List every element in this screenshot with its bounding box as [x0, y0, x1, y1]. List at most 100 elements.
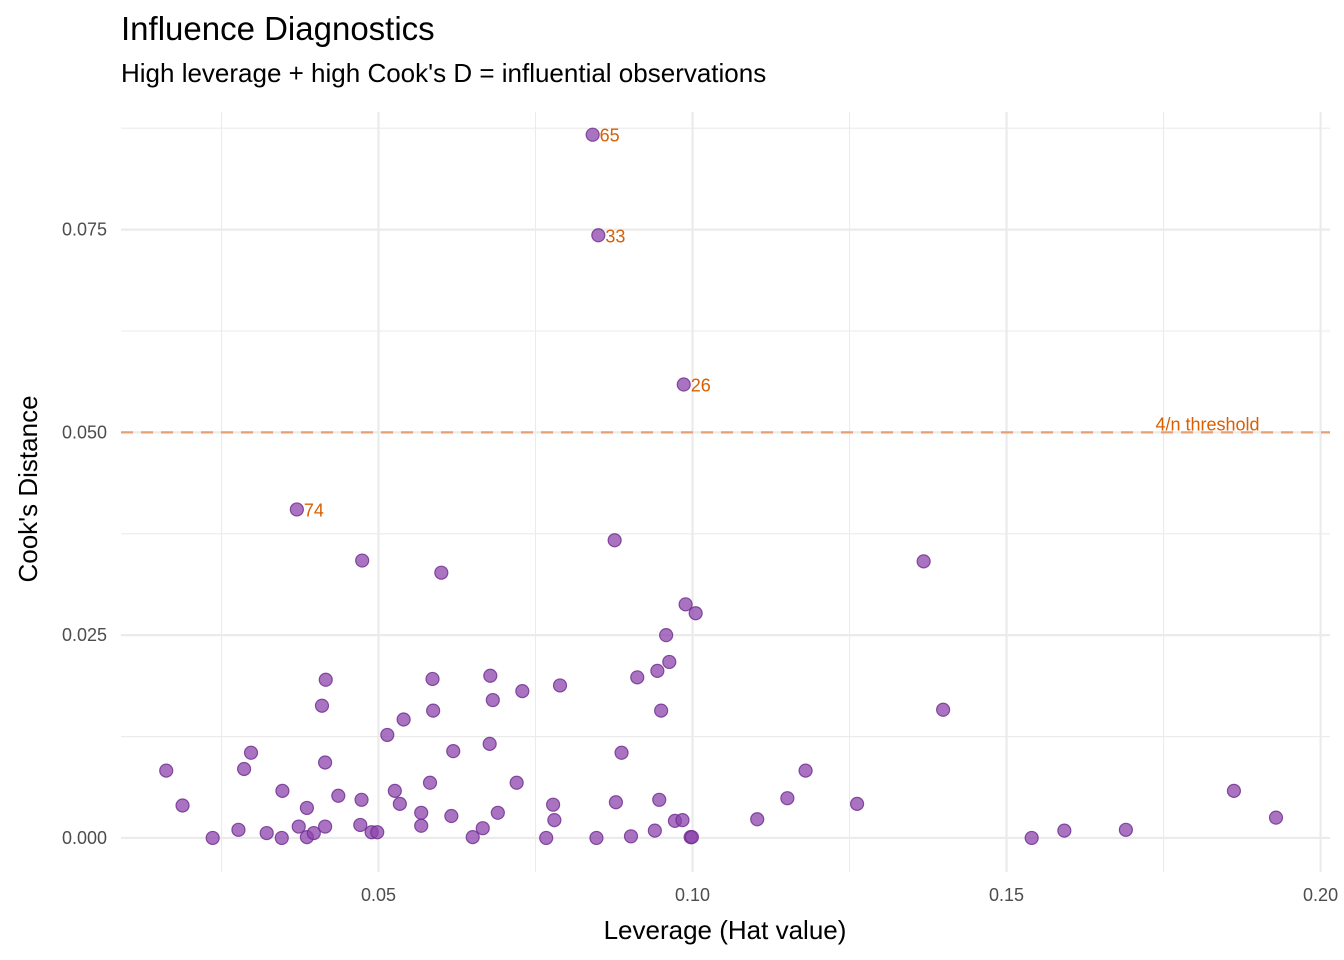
data-point — [916, 554, 931, 569]
data-point — [299, 800, 315, 816]
threshold-label: 4/n threshold — [1155, 414, 1259, 434]
y-axis-title: Cook's Distance — [13, 395, 43, 582]
data-point — [614, 745, 629, 760]
data-point — [849, 796, 865, 811]
data-point — [231, 822, 246, 837]
data-point — [608, 795, 624, 810]
data-point — [422, 775, 438, 790]
data-point — [750, 812, 765, 827]
data-point — [1118, 822, 1133, 837]
chart-subtitle: High leverage + high Cook's D = influent… — [121, 58, 766, 88]
data-point — [585, 127, 600, 142]
data-point — [355, 553, 370, 568]
data-point — [392, 796, 407, 811]
data-point — [659, 628, 674, 643]
data-point — [318, 755, 333, 770]
data-point — [547, 812, 562, 828]
data-point — [798, 763, 813, 778]
data-point — [591, 228, 606, 243]
data-point — [780, 791, 795, 806]
data-point — [236, 761, 252, 777]
data-point — [396, 712, 411, 727]
data-point — [475, 821, 490, 836]
x-tick-label: 0.10 — [675, 885, 710, 905]
data-point — [353, 817, 368, 833]
data-point — [539, 830, 554, 846]
x-tick-labels: 0.05 0.10 0.15 0.20 — [361, 885, 1338, 905]
point-label-33: 33 — [605, 226, 625, 246]
chart-title: Influence Diagnostics — [121, 10, 435, 47]
data-point — [515, 684, 530, 699]
data-point — [1024, 830, 1039, 846]
x-axis-title: Leverage (Hat value) — [604, 915, 847, 945]
data-point — [490, 805, 505, 820]
data-point — [425, 671, 440, 687]
data-point — [684, 830, 699, 845]
minor-gridlines — [121, 112, 1330, 872]
data-point — [275, 783, 290, 798]
data-point — [607, 533, 622, 548]
data-point — [306, 825, 321, 841]
x-tick-label: 0.15 — [989, 885, 1024, 905]
data-point — [483, 668, 498, 683]
data-point — [331, 788, 346, 803]
data-point — [647, 823, 662, 838]
data-point — [662, 654, 677, 670]
data-point — [446, 744, 461, 759]
x-tick-label: 0.20 — [1303, 885, 1338, 905]
data-point — [465, 830, 480, 845]
data-point — [936, 702, 951, 717]
data-point — [1226, 783, 1242, 798]
data-point — [444, 808, 459, 824]
y-tick-label: 0.000 — [62, 828, 107, 848]
data-point — [354, 792, 369, 807]
data-point — [589, 830, 604, 846]
data-point — [623, 829, 639, 844]
y-tick-labels: 0.000 0.025 0.050 0.075 — [62, 220, 107, 848]
point-label-65: 65 — [600, 126, 620, 146]
data-point — [175, 798, 190, 813]
data-point — [291, 819, 306, 834]
data-point — [314, 698, 330, 713]
data-point — [654, 703, 669, 718]
data-point — [318, 672, 333, 687]
y-tick-label: 0.075 — [62, 220, 107, 240]
data-point — [434, 565, 449, 580]
data-point — [630, 670, 645, 685]
data-point — [259, 825, 274, 841]
data-point — [482, 736, 497, 751]
y-tick-label: 0.050 — [62, 422, 107, 442]
data-point — [1057, 823, 1072, 838]
data-point — [370, 825, 385, 840]
point-labels: 65 33 26 74 — [304, 126, 711, 521]
data-point — [509, 775, 524, 790]
data-point — [485, 692, 500, 708]
data-point — [1268, 810, 1284, 825]
data-point — [675, 812, 690, 828]
y-tick-label: 0.025 — [62, 625, 107, 645]
data-point — [380, 727, 395, 743]
data-point — [414, 818, 429, 833]
threshold-layer: 4/n threshold — [121, 414, 1330, 434]
data-point — [414, 805, 429, 820]
data-point — [159, 763, 174, 778]
data-point — [318, 819, 333, 834]
data-point — [387, 783, 402, 798]
data-point — [545, 797, 561, 812]
data-point — [652, 792, 667, 807]
x-tick-label: 0.05 — [361, 885, 396, 905]
point-label-26: 26 — [691, 376, 711, 396]
data-point — [426, 703, 441, 718]
data-point — [243, 745, 259, 760]
data-point — [650, 663, 665, 678]
data-point — [678, 597, 693, 612]
data-point — [289, 502, 304, 517]
data-point — [552, 678, 568, 693]
data-point — [676, 377, 691, 392]
point-label-74: 74 — [304, 500, 324, 520]
data-points — [159, 127, 1284, 846]
data-point — [274, 830, 289, 846]
data-point — [688, 606, 703, 621]
major-gridlines — [121, 112, 1330, 872]
